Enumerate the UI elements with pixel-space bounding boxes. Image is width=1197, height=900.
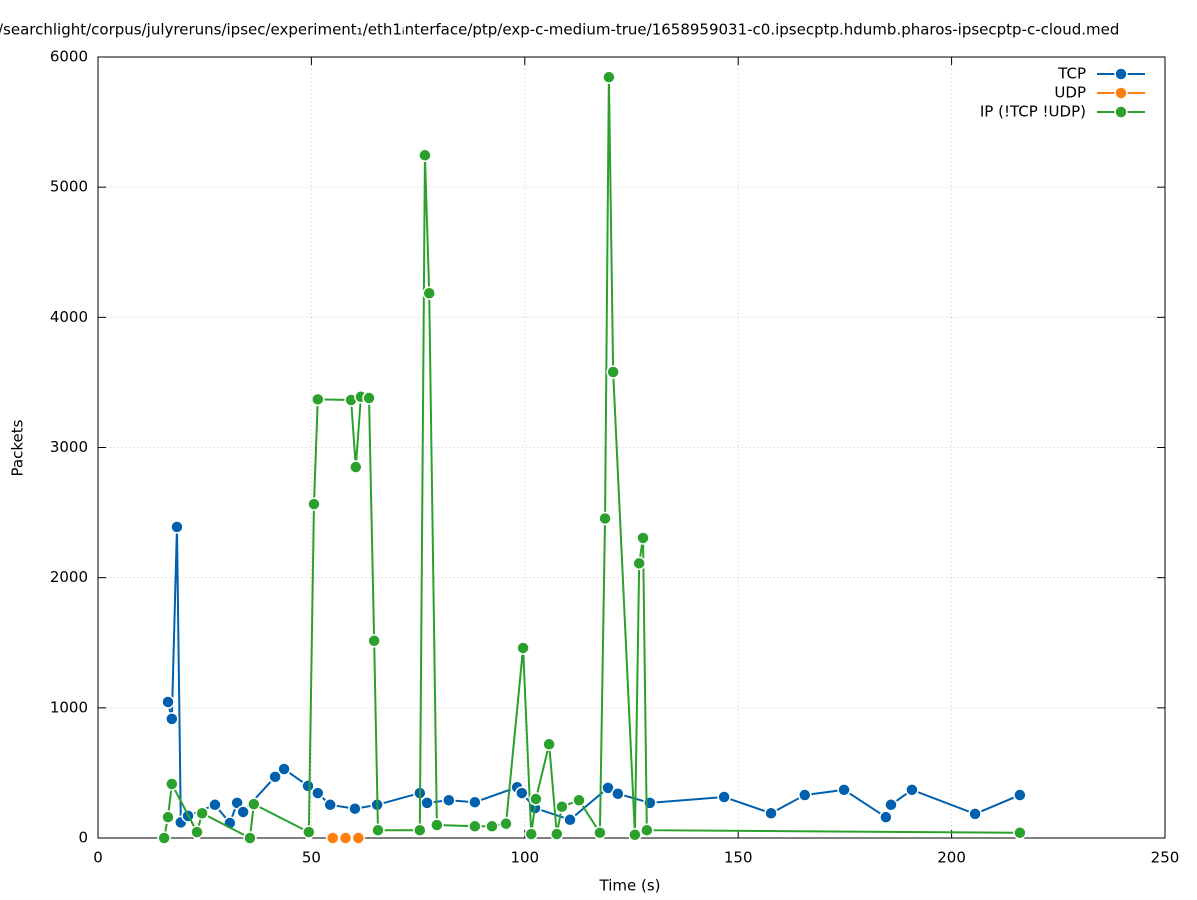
data-point — [277, 762, 291, 776]
legend-marker — [1114, 105, 1128, 119]
y-tick-label: 6000 — [50, 48, 88, 66]
data-point — [208, 798, 222, 812]
data-point — [161, 810, 175, 824]
legend-label: IP (!TCP !UDP) — [980, 103, 1086, 121]
data-point — [606, 365, 620, 379]
data-point — [1013, 826, 1027, 840]
data-point — [499, 816, 513, 831]
data-point — [468, 795, 482, 809]
x-axis-label: Time (s) — [599, 877, 661, 895]
data-point — [485, 819, 499, 834]
legend-marker — [1114, 86, 1128, 100]
y-axis-label: Packets — [9, 419, 27, 476]
data-point — [413, 823, 427, 837]
data-point — [367, 634, 381, 648]
data-point — [717, 790, 731, 804]
data-point — [348, 801, 362, 816]
data-point — [468, 819, 482, 834]
x-tick-label: 250 — [1151, 849, 1180, 867]
y-tick-label: 1000 — [50, 698, 88, 716]
data-point — [879, 810, 893, 824]
data-point — [420, 796, 434, 810]
data-point — [837, 783, 851, 797]
legend-label: TCP — [1057, 65, 1086, 83]
data-point — [516, 641, 530, 655]
legend-marker — [1114, 67, 1128, 81]
data-point — [798, 788, 812, 802]
data-point — [542, 737, 556, 752]
data-point — [418, 148, 432, 163]
x-tick-label: 50 — [302, 849, 321, 867]
data-point — [572, 793, 586, 808]
data-point — [640, 823, 654, 837]
data-point — [529, 792, 543, 806]
data-point — [351, 831, 366, 845]
data-point — [161, 695, 175, 709]
data-point — [371, 823, 385, 837]
data-point — [430, 818, 444, 832]
data-point — [555, 800, 569, 814]
data-point — [422, 286, 436, 301]
data-point — [563, 813, 577, 827]
data-point — [301, 779, 315, 793]
series-line — [163, 77, 1020, 840]
data-point — [195, 806, 209, 821]
x-tick-label: 0 — [93, 849, 103, 867]
data-point — [515, 786, 529, 800]
y-tick-label: 3000 — [50, 438, 88, 456]
data-point — [323, 798, 337, 812]
x-tick-label: 100 — [510, 849, 539, 867]
data-point — [170, 520, 184, 534]
y-tick-label: 0 — [78, 829, 88, 847]
data-point — [601, 781, 615, 795]
data-point — [362, 391, 376, 405]
data-point — [325, 831, 340, 845]
y-tick-label: 2000 — [50, 568, 88, 586]
data-point — [165, 777, 179, 791]
data-point — [157, 831, 171, 845]
y-tick-label: 4000 — [50, 308, 88, 326]
data-point — [636, 531, 650, 545]
data-point — [349, 460, 363, 474]
data-point — [338, 831, 353, 845]
data-point — [268, 770, 282, 784]
data-point — [311, 786, 325, 800]
x-tick-label: 200 — [937, 849, 966, 867]
data-point — [243, 831, 257, 845]
data-point — [247, 797, 261, 811]
data-point — [524, 827, 538, 841]
data-point — [602, 70, 616, 84]
data-point — [550, 827, 564, 841]
series-line — [167, 526, 1021, 826]
data-point — [598, 511, 612, 526]
y-tick-label: 5000 — [50, 178, 88, 196]
data-point — [190, 825, 204, 839]
data-point — [442, 793, 456, 808]
data-point — [302, 825, 316, 839]
data-point — [905, 783, 919, 797]
legend-label: UDP — [1054, 84, 1086, 102]
data-point — [1013, 788, 1027, 802]
data-point — [307, 497, 321, 511]
data-point — [236, 805, 250, 819]
data-point — [628, 827, 642, 842]
chart-title: /searchlight/corpus/julyreruns/ipsec/exp… — [0, 21, 1119, 39]
data-point — [165, 712, 179, 726]
data-point — [311, 392, 325, 407]
data-point — [611, 786, 625, 801]
data-point — [968, 807, 982, 821]
data-point — [593, 826, 607, 840]
data-point — [632, 556, 646, 571]
data-point — [884, 798, 898, 812]
data-point — [764, 806, 778, 821]
x-tick-label: 150 — [724, 849, 753, 867]
